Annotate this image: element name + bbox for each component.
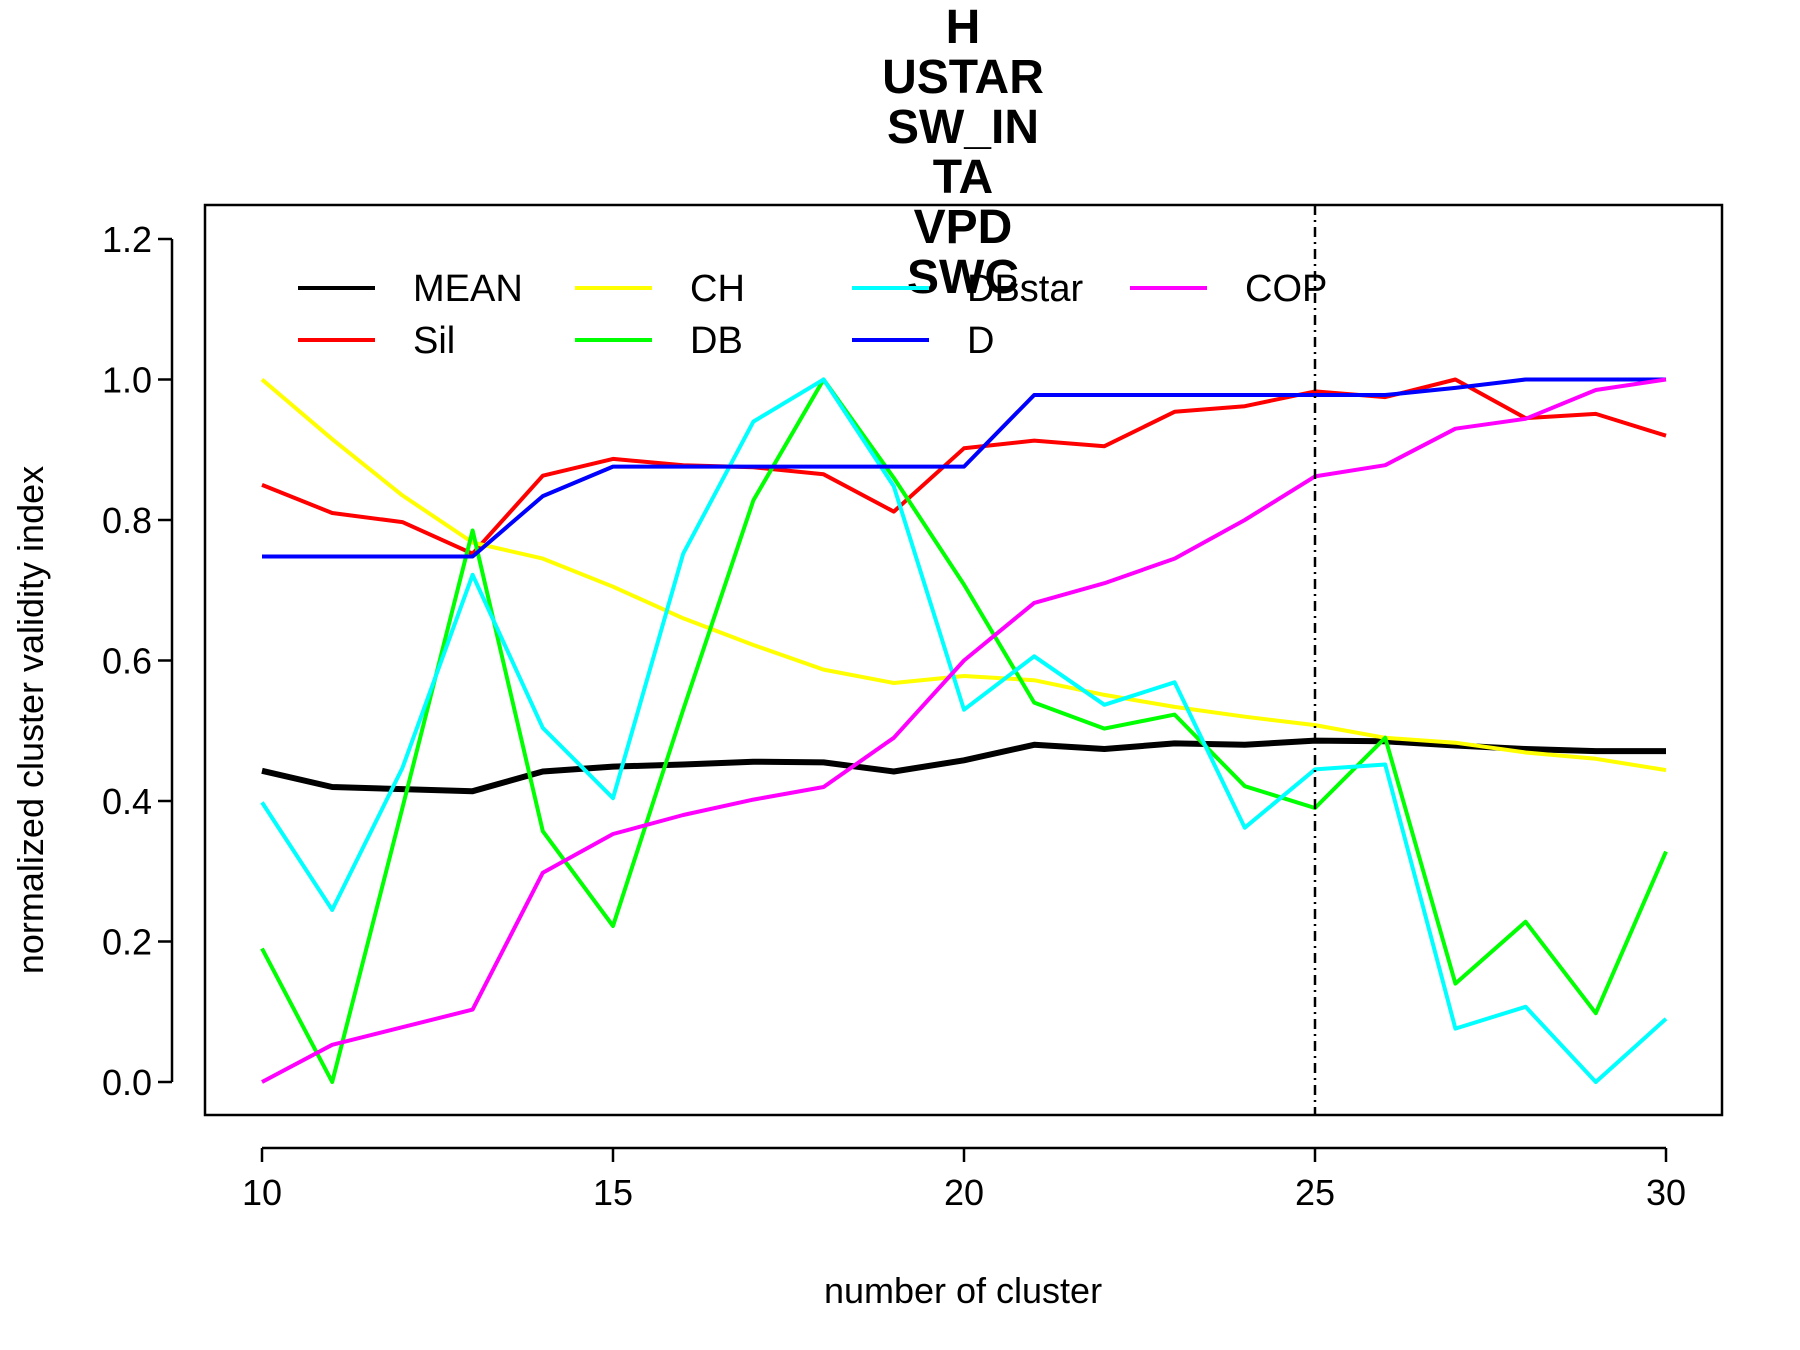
series-line-mean: [261, 737, 1666, 795]
y-tick-label: 0.6: [102, 641, 152, 682]
series-line-d: [262, 377, 1666, 559]
title-line-h: H: [946, 1, 981, 54]
y-tick-label: 1.2: [102, 219, 152, 260]
x-tick-label: 25: [1295, 1172, 1335, 1213]
y-tick-label: 0.8: [102, 500, 152, 541]
legend-label-d: D: [967, 320, 994, 362]
series-line-sil: [261, 377, 1667, 556]
y-axis-label: normalized cluster validity index: [10, 466, 51, 974]
series-line-db: [260, 377, 1668, 1084]
title-line-sw-in: SW_IN: [887, 101, 1039, 154]
legend-label-ch: CH: [690, 268, 745, 310]
x-axis-label: number of cluster: [824, 1270, 1102, 1311]
legend-label-dbstar: DBstar: [967, 268, 1083, 310]
x-tick-label: 30: [1646, 1172, 1686, 1213]
legend-label-mean: MEAN: [413, 268, 523, 310]
plot-area: [260, 205, 1668, 1115]
plot-border: [203, 203, 1724, 1117]
y-tick-label: 0.2: [102, 922, 152, 963]
y-tick-label: 1.0: [102, 360, 152, 401]
y-tick-label: 0.4: [102, 781, 152, 822]
series-line-ch: [260, 377, 1667, 773]
title-line-ustar: USTAR: [882, 51, 1044, 104]
y-tick-label: 0.0: [102, 1062, 152, 1103]
x-tick-label: 10: [242, 1172, 282, 1213]
legend-label-db: DB: [690, 320, 743, 362]
legend-label-cop: COP: [1245, 268, 1327, 310]
chart-title: H USTAR SW_IN TA VPD SWC: [882, 1, 1044, 304]
series-line-dbstar: [260, 377, 1668, 1084]
legend-label-sil: Sil: [413, 320, 455, 362]
title-line-vpd: VPD: [914, 201, 1013, 254]
series-line-cop: [261, 377, 1667, 1084]
title-line-swc: SWC: [907, 251, 1019, 304]
axes: 10 15 20 25 30: [158, 203, 1724, 1213]
title-line-ta: TA: [933, 151, 993, 204]
x-tick-label: 20: [944, 1172, 984, 1213]
legend: MEAN Sil CH DB DBstar D COP: [298, 268, 1327, 362]
x-tick-label: 15: [593, 1172, 633, 1213]
